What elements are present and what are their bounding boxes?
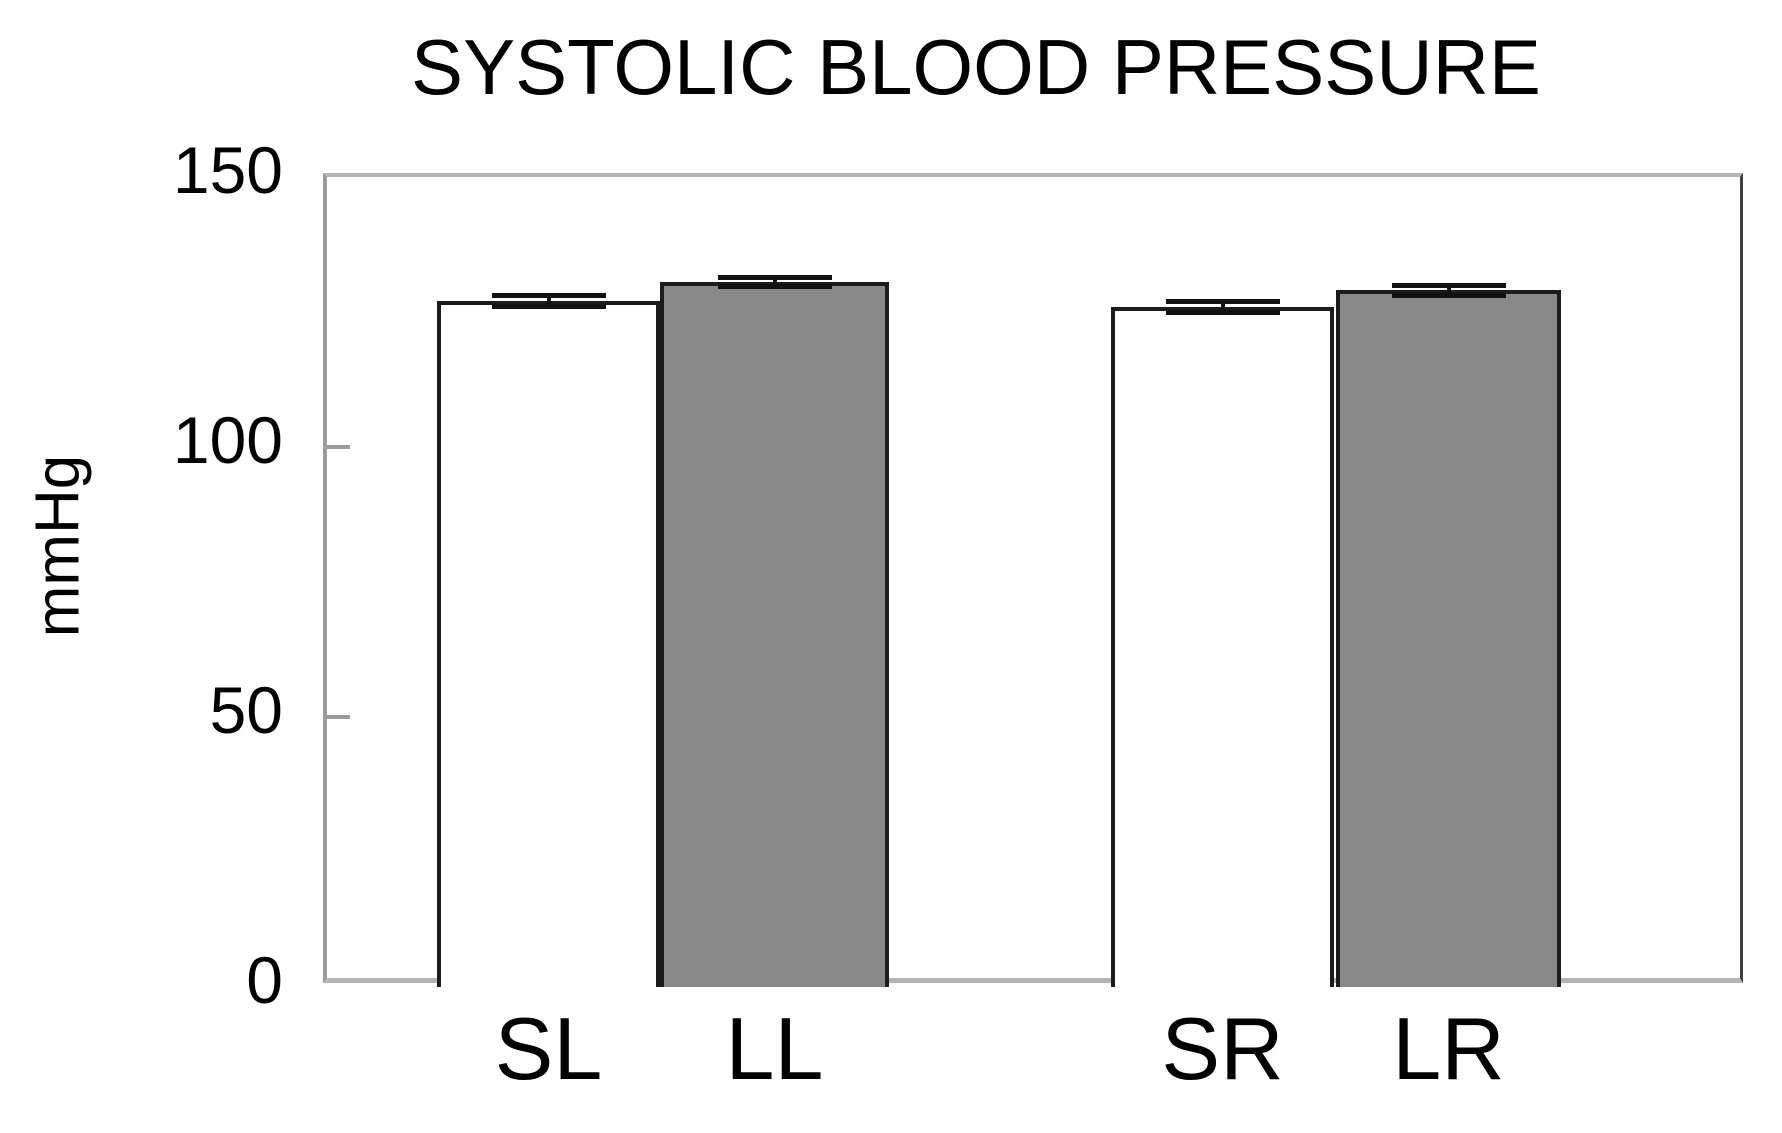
y-tick-label-150: 150 bbox=[172, 132, 283, 207]
error-bar-cap-top-SL bbox=[491, 293, 606, 299]
y-tick-label-50: 50 bbox=[209, 672, 283, 747]
error-bar-cap-bottom-SL bbox=[491, 304, 606, 310]
y-tick-mark-100 bbox=[327, 445, 350, 449]
error-bar-cap-top-LR bbox=[1391, 282, 1506, 288]
y-tick-mark-50 bbox=[327, 715, 350, 719]
chart-title: SYSTOLIC BLOOD PRESSURE bbox=[411, 23, 1541, 111]
error-bar-cap-bottom-LR bbox=[1391, 293, 1506, 299]
error-bar-cap-bottom-SR bbox=[1165, 309, 1280, 315]
error-bar-cap-top-LL bbox=[717, 275, 832, 281]
error-bar-SR bbox=[1220, 301, 1225, 312]
error-bar-cap-bottom-LL bbox=[717, 284, 832, 290]
bar-LL bbox=[660, 282, 889, 987]
error-bar-LL bbox=[772, 277, 777, 287]
y-tick-label-100: 100 bbox=[172, 402, 283, 477]
x-axis-label-SL: SL bbox=[494, 999, 603, 1098]
plot-area bbox=[323, 173, 1743, 987]
y-tick-label-0: 0 bbox=[246, 942, 283, 1017]
bar-LR bbox=[1336, 290, 1561, 987]
error-bar-cap-top-SR bbox=[1165, 298, 1280, 304]
bar-SL bbox=[437, 301, 660, 987]
bar-SR bbox=[1111, 306, 1334, 987]
y-axis-label: mmHg bbox=[23, 454, 93, 638]
error-bar-LR bbox=[1446, 285, 1451, 296]
x-axis-label-LR: LR bbox=[1392, 999, 1505, 1098]
x-axis-label-SR: SR bbox=[1161, 999, 1284, 1098]
error-bar-SL bbox=[546, 295, 551, 307]
x-axis-label-LL: LL bbox=[725, 999, 824, 1098]
